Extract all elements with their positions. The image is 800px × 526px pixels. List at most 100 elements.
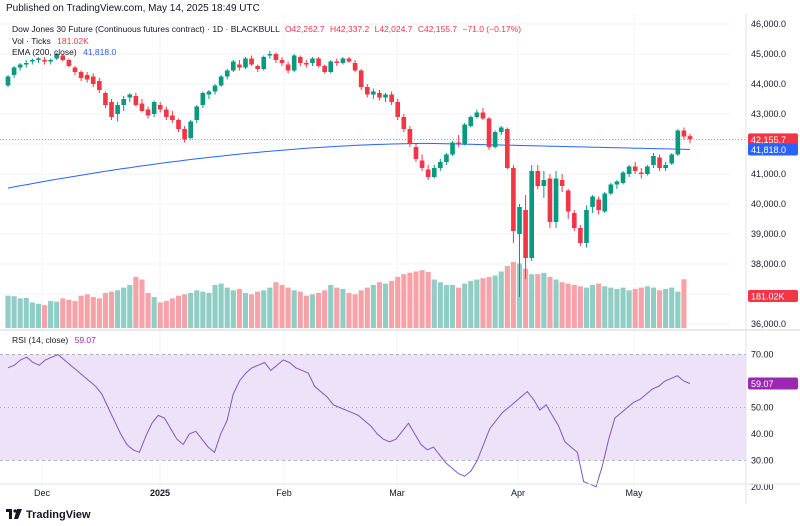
volume-bar (632, 288, 638, 328)
candle (413, 144, 419, 162)
candle-body (486, 118, 492, 147)
candle-body (645, 166, 650, 174)
candle (255, 64, 260, 72)
last-price-badge-bg (748, 133, 798, 146)
candle-body (285, 64, 291, 71)
rsi-legend-label: RSI (14, close) (12, 335, 69, 345)
volume-legend[interactable]: Vol · Ticks 181.02K (12, 36, 89, 46)
candle-body (224, 70, 230, 77)
candle-body (596, 199, 601, 210)
volume-bar (431, 279, 437, 328)
candle (212, 84, 218, 95)
candle-body (431, 168, 437, 177)
legend-high: H42,337.2 (330, 24, 370, 34)
candle-body (176, 120, 181, 129)
published-caption: Published on TradingView.com, May 14, 20… (6, 3, 260, 14)
candle (249, 55, 254, 66)
volume-bar (474, 279, 480, 328)
candle (224, 69, 230, 80)
candle-body (212, 85, 218, 92)
candle-body (182, 129, 187, 140)
ema-price-badge-bg (748, 143, 798, 156)
volume-bar (419, 270, 425, 328)
tradingview-logo-icon (6, 509, 22, 519)
candle (176, 118, 181, 132)
volume-bar (5, 295, 11, 328)
rsi-legend[interactable]: RSI (14, close) 59.07 (12, 335, 96, 345)
volume-bar (194, 290, 200, 328)
candle (474, 109, 480, 119)
volume-bar (273, 282, 279, 328)
volume-bar (382, 283, 389, 328)
candle (90, 73, 96, 87)
candle (578, 225, 583, 246)
candle (194, 105, 200, 123)
volume-bar (297, 291, 303, 328)
candle (273, 52, 279, 63)
candle-body (529, 171, 534, 258)
volume-bar (303, 295, 309, 328)
candle-body (151, 102, 157, 114)
volume-bar (309, 294, 316, 328)
candle-body (36, 58, 41, 60)
volume-bar (443, 284, 449, 328)
ema-legend[interactable]: EMA (200, close) 41,818.0 (12, 47, 116, 57)
candle-body (590, 196, 595, 207)
volume-bar (249, 294, 255, 328)
volume-badge-bg (748, 290, 798, 302)
candle (139, 99, 145, 113)
candle-body (657, 157, 662, 168)
candle (346, 57, 352, 63)
candle-body (638, 172, 644, 174)
candle-body (505, 129, 510, 168)
candle (675, 129, 681, 156)
candle-body (389, 94, 394, 102)
volume-bar (620, 287, 626, 328)
candle-body (352, 63, 358, 71)
volume-bar (364, 287, 370, 328)
candle (334, 58, 340, 66)
candle-body (340, 58, 346, 63)
candle-body (334, 61, 340, 63)
candle (486, 117, 492, 150)
candle-body (164, 109, 169, 117)
candle (145, 106, 151, 119)
candle-body (346, 58, 352, 62)
candle (279, 57, 285, 66)
rsi-tick-label: 70.00 (751, 350, 774, 360)
ema-line (0, 138, 746, 189)
volume-bar (565, 283, 571, 328)
rsi-band (0, 354, 746, 461)
volume-bar (626, 290, 632, 328)
candle (565, 189, 571, 219)
candle (529, 165, 534, 261)
candle (48, 58, 53, 65)
candle-body (310, 58, 315, 63)
price-tick-label: 43,000.0 (751, 109, 786, 119)
candle-body (103, 93, 108, 105)
ema-price-badge: 41,818.0 (751, 145, 786, 155)
rsi-tick-label: 30.00 (751, 455, 774, 465)
volume-bar (413, 271, 419, 328)
volume-bar (48, 301, 54, 328)
candle-body (72, 67, 78, 72)
candle-body (651, 156, 656, 165)
candle-body (395, 102, 401, 117)
volume-bar (663, 288, 669, 328)
candle-body (304, 63, 309, 65)
candle (54, 52, 60, 60)
legend-close: C42,155.7 (417, 24, 458, 34)
candle (395, 99, 401, 120)
volume-bar (35, 303, 42, 328)
volume-bar (29, 302, 35, 328)
candle-body (438, 162, 443, 168)
volume-bar (163, 301, 169, 328)
candle (407, 126, 413, 147)
tradingview-footer[interactable]: TradingView (6, 509, 91, 521)
volume-bar (60, 298, 66, 328)
volume-bar (108, 291, 115, 328)
volume-bar (127, 284, 133, 328)
volume-bar (529, 274, 535, 328)
symbol-legend[interactable]: Dow Jones 30 Future (Continuous futures … (12, 24, 521, 34)
